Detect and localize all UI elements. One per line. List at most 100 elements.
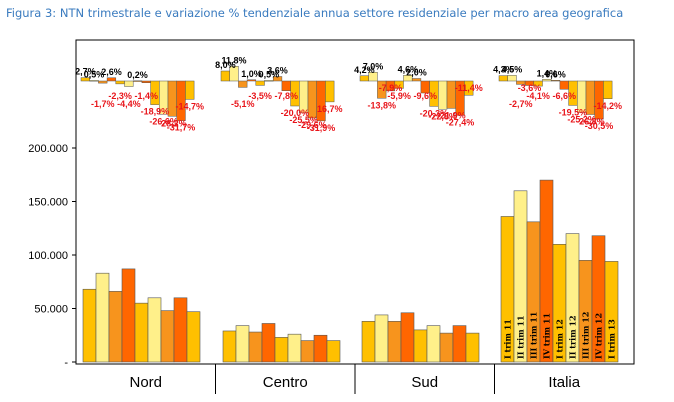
var-label: 1,4% xyxy=(537,68,558,78)
var-label: -3,5% xyxy=(248,91,272,101)
series-legend-label: II trim 11 xyxy=(516,315,526,359)
ntn-bar-nord-3 xyxy=(121,268,136,363)
var-label: -21,9% xyxy=(437,110,466,120)
var-label: 2,7% xyxy=(75,67,96,77)
var-label: -22,6% xyxy=(428,111,457,121)
var-label: -25,5% xyxy=(289,115,318,125)
var-label: -11,4% xyxy=(455,83,483,93)
var-label: 4,3% xyxy=(493,65,514,75)
var-bar-sud-4 xyxy=(394,80,404,89)
var-label: -28,2% xyxy=(158,118,187,128)
var-label: -14,7% xyxy=(175,101,204,111)
var-label: -18,9% xyxy=(141,107,170,117)
var-label: -31,7% xyxy=(167,123,196,133)
var-label: -1,4% xyxy=(134,91,158,101)
var-label: -20,3% xyxy=(420,108,449,118)
category-label: Nord xyxy=(129,374,162,391)
var-bar-nord-0 xyxy=(80,77,90,82)
series-legend-label: II trim 12 xyxy=(568,315,578,359)
series-legend-label: IV trim 12 xyxy=(594,313,604,359)
var-label: 4,2% xyxy=(354,65,375,75)
var-bar-centro-6 xyxy=(272,76,283,82)
var-label: -5,1% xyxy=(231,99,255,109)
var-label: -26,8% xyxy=(576,117,605,127)
ntn-bar-centro-4 xyxy=(274,337,289,363)
var-bar-italia-12 xyxy=(603,80,613,99)
var-bar-italia-5 xyxy=(542,79,552,82)
ntn-bar-nord-5 xyxy=(147,297,162,363)
series-legend-label: III trim 12 xyxy=(581,312,591,359)
var-label: -1,7% xyxy=(91,99,115,109)
ntn-bar-sud-5 xyxy=(426,325,441,363)
ntn-bar-centro-2 xyxy=(248,331,263,363)
ntn-bar-sud-4 xyxy=(413,329,428,363)
ntn-bar-nord-0 xyxy=(82,288,97,363)
var-label: -2,3% xyxy=(108,91,132,101)
var-label: -26,6% xyxy=(149,116,178,126)
var-label: 7,0% xyxy=(363,61,384,71)
var-label: 0,6% xyxy=(545,69,566,79)
ntn-bar-centro-0 xyxy=(222,330,237,363)
ntn-bar-nord-1 xyxy=(95,272,110,363)
var-bar-nord-12 xyxy=(185,80,195,100)
ntn-bar-sud-2 xyxy=(387,321,402,363)
var-bar-centro-11 xyxy=(316,80,326,122)
var-bar-centro-2 xyxy=(238,80,248,88)
ntn-bar-nord-7 xyxy=(173,297,188,363)
var-label: 1,0% xyxy=(241,69,262,79)
ntn-bar-sud-3 xyxy=(400,312,415,363)
series-legend-label: I trim 11 xyxy=(503,319,513,359)
var-label: -4,4% xyxy=(117,99,141,109)
series-legend-label: IV trim 11 xyxy=(542,313,552,359)
y-tick-label: 50.000 xyxy=(34,304,68,316)
var-bar-sud-0 xyxy=(359,75,369,82)
ntn-bar-centro-1 xyxy=(235,325,250,363)
ntn-bar-sud-0 xyxy=(361,321,376,363)
ntn-bar-sud-8 xyxy=(465,332,480,363)
var-bar-italia-1 xyxy=(507,75,517,82)
series-legend-label: I trim 12 xyxy=(555,319,565,359)
var-bar-italia-0 xyxy=(498,75,508,82)
var-label: 0,5% xyxy=(259,69,280,79)
var-label: -7,8% xyxy=(274,91,298,101)
var-bar-nord-6 xyxy=(132,80,143,82)
var-label: 3,6% xyxy=(267,66,288,76)
var-bar-sud-12 xyxy=(464,80,474,96)
var-label: -14,2% xyxy=(593,101,622,111)
ntn-bar-centro-7 xyxy=(313,334,328,363)
var-label: 4,6% xyxy=(398,64,419,74)
y-tick-label: 150.000 xyxy=(28,197,68,209)
var-label: -3,6% xyxy=(518,83,542,93)
var-bar-nord-5 xyxy=(124,80,134,87)
ntn-bar-nord-6 xyxy=(160,310,175,363)
var-label: -31,9% xyxy=(307,123,336,133)
var-label: -13,8% xyxy=(367,100,396,110)
y-tick-label: 100.000 xyxy=(28,250,68,262)
var-label: 11,8% xyxy=(222,55,247,65)
ntn-bar-centro-8 xyxy=(326,340,341,363)
var-bar-sud-6 xyxy=(411,78,422,82)
var-bar-italia-6 xyxy=(550,80,561,82)
ntn-bar-nord-2 xyxy=(108,291,123,363)
ntn-bar-italia-8 xyxy=(604,261,619,363)
var-bar-nord-7 xyxy=(141,80,151,83)
var-bar-nord-4 xyxy=(115,80,125,85)
var-label: 8,0% xyxy=(215,60,236,70)
figure-caption: Figura 3: NTN trimestrale e variazione %… xyxy=(6,6,624,20)
var-bar-centro-1 xyxy=(229,66,239,82)
series-legend-label: I trim 13 xyxy=(607,319,617,359)
var-label: -5,9% xyxy=(387,91,411,101)
ntn-bar-centro-5 xyxy=(287,333,302,363)
var-bar-nord-11 xyxy=(176,80,186,121)
var-label: 2,6% xyxy=(101,67,122,77)
var-label: -7,9% xyxy=(379,83,403,93)
var-label: 16,7% xyxy=(317,104,343,114)
var-bar-sud-5 xyxy=(403,75,413,82)
var-label: -30,5% xyxy=(585,121,614,131)
category-label: Sud xyxy=(411,374,438,391)
ntn-bar-centro-6 xyxy=(300,340,315,363)
var-label: 0,2% xyxy=(127,70,148,80)
var-label: -6,6% xyxy=(552,91,576,101)
var-bar-centro-5 xyxy=(264,80,274,82)
